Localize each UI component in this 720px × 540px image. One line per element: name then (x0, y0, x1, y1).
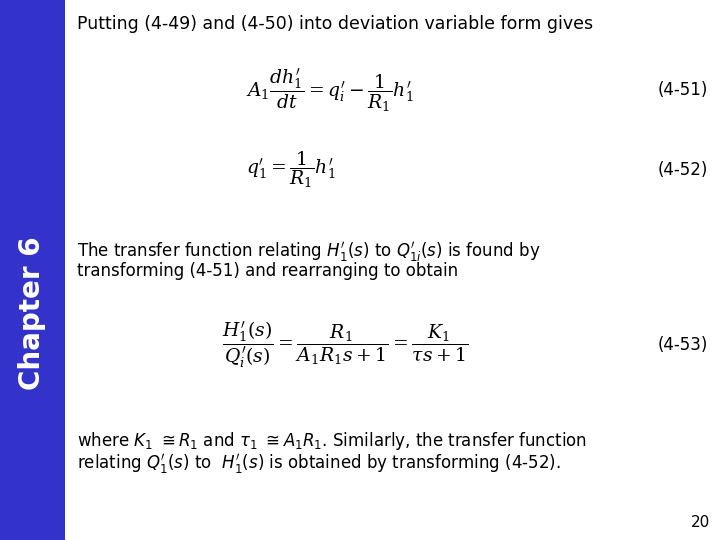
Text: relating $Q_1^{\prime}(s)$ to  $H_1^{\prime}(s)$ is obtained by transforming (4-: relating $Q_1^{\prime}(s)$ to $H_1^{\pri… (77, 452, 561, 476)
Text: The transfer function relating $H_1^{\prime}(s)$ to $Q_{1i}^{\prime}(s)$ is foun: The transfer function relating $H_1^{\pr… (77, 240, 541, 264)
Text: (4-51): (4-51) (657, 81, 708, 99)
Text: (4-53): (4-53) (657, 336, 708, 354)
Text: (4-52): (4-52) (657, 161, 708, 179)
Bar (0, 0, 65, 540)
Text: $A_1 \dfrac{dh_1^{\prime}}{dt} = q_i^{\prime} - \dfrac{1}{R_1} h_1^{\prime}$: $A_1 \dfrac{dh_1^{\prime}}{dt} = q_i^{\p… (246, 66, 413, 113)
Text: transforming (4-51) and rearranging to obtain: transforming (4-51) and rearranging to o… (77, 262, 458, 280)
Text: Putting (4-49) and (4-50) into deviation variable form gives: Putting (4-49) and (4-50) into deviation… (77, 15, 593, 33)
Text: $q_1^{\prime} = \dfrac{1}{R_1} h_1^{\prime}$: $q_1^{\prime} = \dfrac{1}{R_1} h_1^{\pri… (246, 150, 336, 191)
Text: 20: 20 (690, 515, 710, 530)
Text: Chapter 6: Chapter 6 (19, 237, 47, 390)
Text: $\dfrac{H_1^{\prime}(s)}{Q_i^{\prime}(s)} = \dfrac{R_1}{A_1 R_1 s + 1} = \dfrac{: $\dfrac{H_1^{\prime}(s)}{Q_i^{\prime}(s)… (222, 320, 469, 370)
Text: where $K_1$ $\cong R_1$ and $\tau_1$ $\cong A_1 R_1$. Similarly, the transfer fu: where $K_1$ $\cong R_1$ and $\tau_1$ $\c… (77, 430, 587, 452)
